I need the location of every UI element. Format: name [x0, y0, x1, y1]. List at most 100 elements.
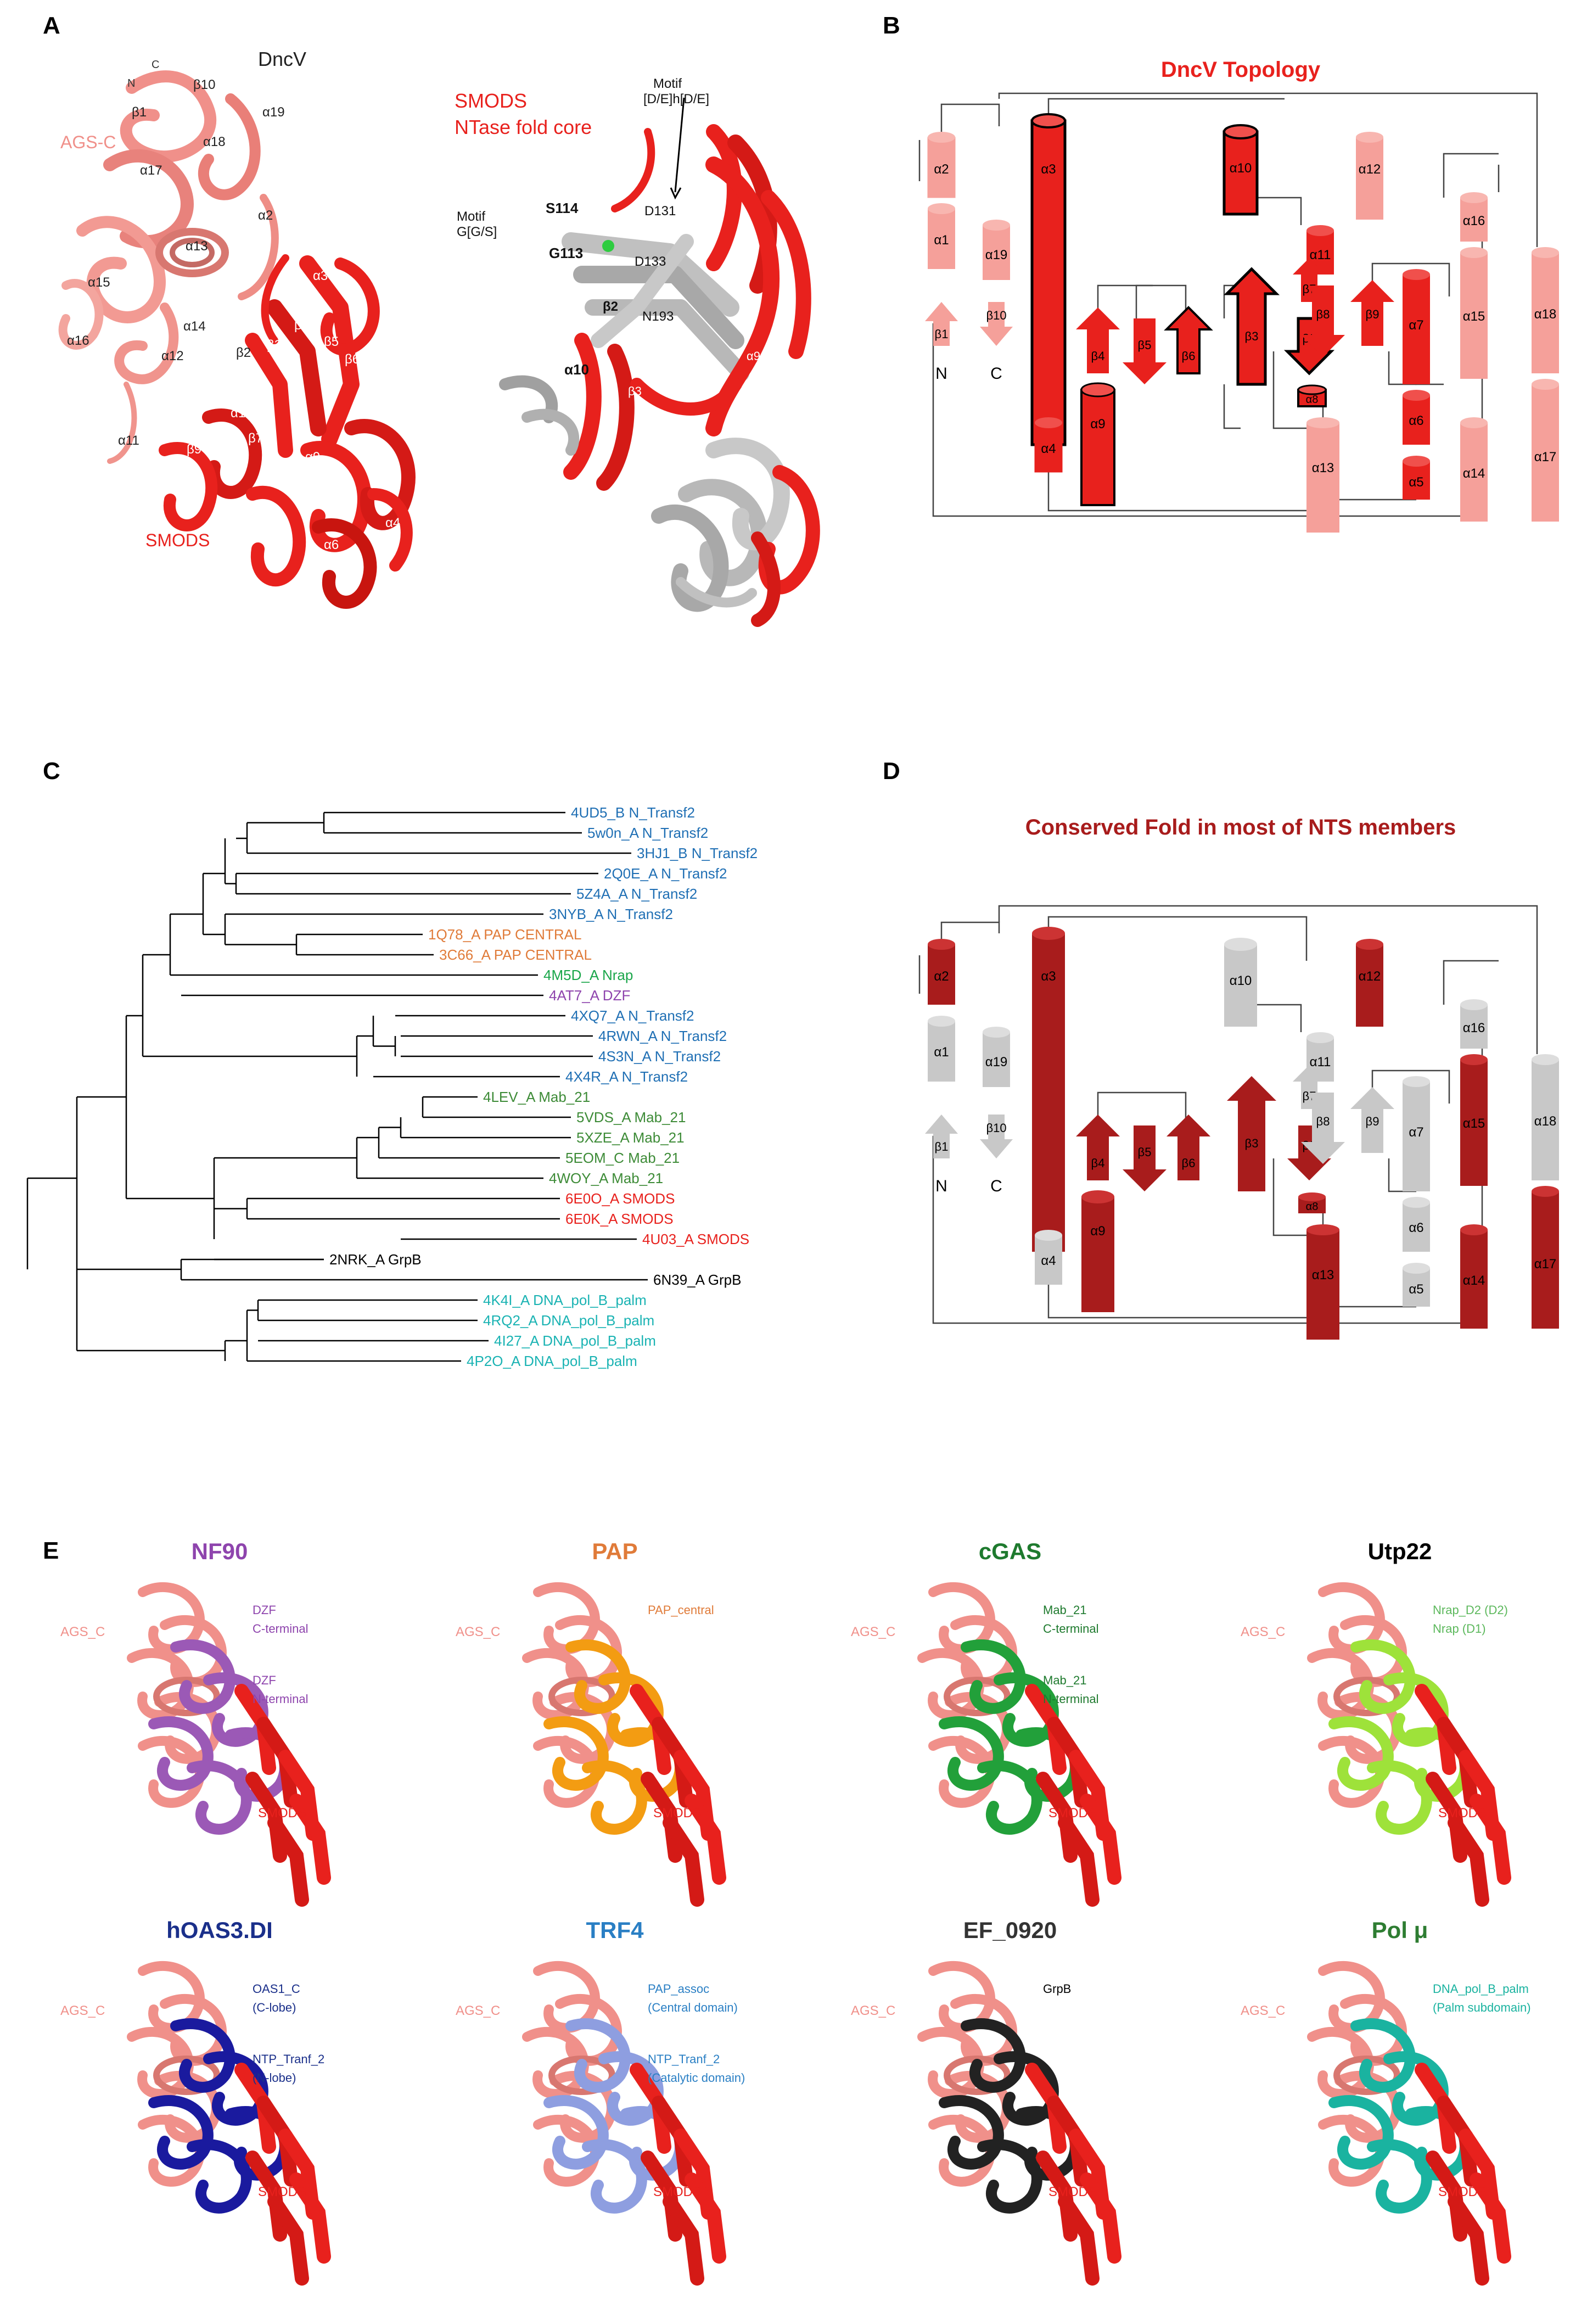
smods-ribbon	[234, 2063, 331, 2286]
residue-n193: N193	[642, 309, 674, 324]
smods-ribbon	[1025, 1684, 1121, 1907]
helix-label: α1	[934, 233, 949, 248]
helix-label: α5	[1409, 475, 1423, 490]
helix-a8: α8	[1298, 1192, 1326, 1213]
dncv-ss-label: α19	[262, 105, 285, 120]
smods-label-left: SMODS	[145, 530, 210, 550]
ags-c-label: AGS_C	[60, 1625, 105, 1639]
topology-helices: α2 α1 α19 α3 α4 α9 α10 α8 α11 α12 α13 α7…	[927, 113, 1559, 533]
residue-d131: D131	[644, 204, 676, 219]
ags-c-label: AGS_C	[1241, 2003, 1285, 2018]
dncv-ss-label: α9	[305, 450, 320, 464]
helix-label: α2	[934, 969, 949, 984]
tree-leaf-label: 2Q0E_A N_Transf2	[604, 865, 727, 882]
ss-beta2: β2	[603, 299, 618, 314]
strand-b3: β3	[1227, 1076, 1276, 1191]
strand-b1: β1	[925, 1115, 958, 1158]
helix-label: α18	[1534, 1114, 1557, 1129]
dncv-ss-label: α10	[231, 406, 253, 421]
tree-leaf-label: 5XZE_A Mab_21	[576, 1129, 685, 1146]
helix-a14: α14	[1460, 417, 1488, 522]
panel-e-structures: NF90 AGS_C SMODS DZF C-terminal DZF N-terminal…	[60, 1538, 1531, 2286]
helix-label: α8	[1306, 394, 1319, 406]
strand-b6: β6	[1164, 306, 1213, 374]
dncv-ss-label: β6	[345, 352, 360, 367]
dncv-ss-label: α8	[231, 312, 245, 327]
ss-alpha9: α9	[747, 349, 760, 363]
helix-label: α15	[1463, 1116, 1485, 1131]
helix-a9: α9	[1081, 1190, 1114, 1312]
panel-letter-b: B	[883, 12, 900, 39]
domain-label: GrpB	[1043, 1982, 1071, 1996]
helix-label: α7	[1409, 318, 1423, 333]
tree-leaf-label: 5VDS_A Mab_21	[576, 1109, 686, 1125]
ss-alpha8: α8	[598, 219, 612, 232]
smods-label: SMODS	[1048, 1806, 1097, 1821]
domain-label: (Central domain)	[648, 2001, 738, 2014]
tree-leaf-label: 4X4R_A N_Transf2	[565, 1068, 688, 1085]
structure-title: hOAS3.DI	[166, 1917, 273, 1943]
domain-label: OAS1_C	[253, 1982, 300, 1996]
tree-leaf-label: 4LEV_A Mab_21	[483, 1089, 590, 1105]
ss-beta3: β3	[628, 384, 642, 398]
helix-a2: α2	[927, 132, 956, 198]
topology-n-term: N	[935, 365, 947, 383]
strand-label: β5	[1138, 338, 1152, 352]
tree-leaf-label: 3C66_A PAP CENTRAL	[439, 947, 592, 963]
tree-leaf-label: 4RWN_A N_Transf2	[598, 1028, 727, 1044]
helix-a12: α12	[1356, 939, 1383, 1027]
tree-leaf-label: 4K4I_A DNA_pol_B_palm	[483, 1292, 647, 1308]
tree-leaf-label: 6E0O_A SMODS	[565, 1190, 675, 1207]
strand-label: β3	[1245, 1136, 1259, 1150]
helix-a1: α1	[928, 1016, 955, 1082]
strand-b6: β6	[1167, 1115, 1210, 1180]
conserved-helices: α2 α1 α19 α3 α4 α9 α10 α8 α11 α12 α13 α7…	[928, 927, 1559, 1340]
helix-label: α4	[1041, 1253, 1056, 1268]
structure-card: hOAS3.DI AGS_C SMODS OAS1_C (C-lobe) NTP_Tran…	[60, 1917, 331, 2286]
domain-label: PAP_central	[648, 1603, 714, 1617]
ss-beta6: β6	[682, 219, 696, 232]
helix-a6: α6	[1403, 1197, 1430, 1252]
dncv-ss-label: α7	[274, 547, 289, 562]
topology-strands: β1 β10 β4 β5 β6 β3 β7 β2 β8 β9	[925, 258, 1394, 386]
domain-label: DZF	[253, 1673, 276, 1687]
strand-label: β8	[1316, 1115, 1330, 1128]
structure-card: TRF4 AGS_C SMODS PAP_assoc (Central domain) N…	[456, 1917, 745, 2286]
structure-title: PAP	[592, 1538, 637, 1564]
panel-c-tree: 4UD5_B N_Transf2 5w0n_A N_Transf2 3HJ1_B N…	[26, 804, 758, 1369]
strand-label: β10	[986, 309, 1006, 322]
panel-a-structures: DncV AGS-C SMODS N C β1 β10 α19 α18 α17 …	[58, 48, 820, 627]
domain-label: PAP_assoc	[648, 1982, 709, 1996]
ss-alpha5: α5	[727, 250, 741, 264]
conserved-fold-title: Conserved Fold in most of NTS members	[1025, 815, 1456, 839]
helix-a18: α18	[1532, 1054, 1559, 1180]
dncv-ss-label: α6	[324, 537, 339, 552]
strand-b3: β3	[1223, 267, 1280, 386]
motif-dhd-label-1: Motif	[653, 76, 682, 91]
conserved-c-term: C	[990, 1177, 1002, 1195]
dncv-ss-label: α11	[118, 433, 139, 448]
helix-a14: α14	[1460, 1224, 1488, 1329]
structure-card: EF_0920 AGS_C SMODS GrpB	[851, 1917, 1121, 2286]
dncv-ags-c-ribbon	[58, 70, 279, 464]
helix-a6: α6	[1403, 390, 1430, 445]
domain-label: (Palm subdomain)	[1433, 2001, 1531, 2014]
domain-label: Nrap (D1)	[1433, 1622, 1486, 1636]
dncv-ss-label: α17	[140, 163, 162, 178]
dncv-ss-label: β8	[217, 447, 232, 462]
helix-label: α13	[1312, 461, 1334, 475]
tree-leaf-label: 4I27_A DNA_pol_B_palm	[494, 1332, 656, 1349]
helix-label: α19	[985, 1055, 1008, 1069]
helix-label: α5	[1409, 1282, 1423, 1297]
helix-a17: α17	[1532, 1186, 1559, 1329]
smods-ribbon	[630, 1684, 726, 1907]
helix-label: α3	[1041, 162, 1056, 177]
helix-a10: α10	[1223, 124, 1259, 216]
strand-b4: β4	[1076, 307, 1120, 373]
dncv-ss-label: α16	[67, 333, 89, 348]
motif-arrow	[674, 97, 685, 193]
strand-label: β4	[1091, 1156, 1105, 1170]
structure-card: Utp22 AGS_C SMODS Nrap_D2 (D2) Nrap (D1)	[1241, 1538, 1511, 1907]
helix-label: α10	[1230, 161, 1252, 176]
helix-a15: α15	[1460, 1054, 1488, 1186]
